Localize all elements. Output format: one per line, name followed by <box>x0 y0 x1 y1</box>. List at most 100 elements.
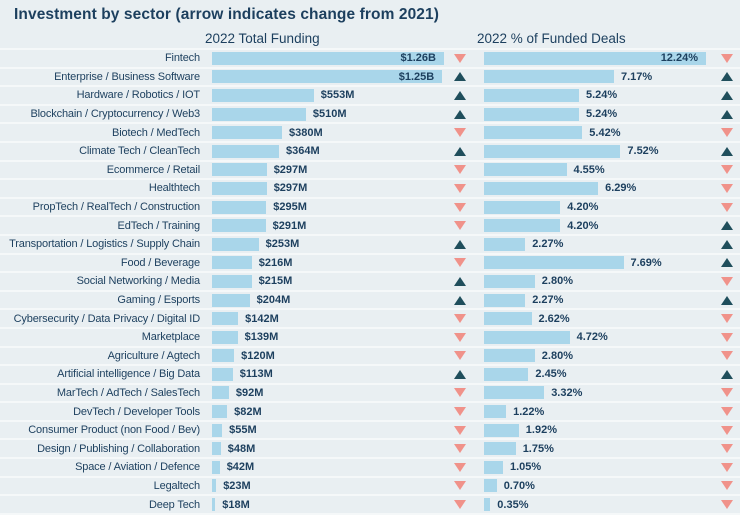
triangle-down <box>720 332 733 342</box>
funding-value: $380M <box>289 126 323 139</box>
triangle-down <box>454 444 466 454</box>
sector-label: Consumer Product (non Food / Bev) <box>28 424 200 437</box>
deals-value: 5.24% <box>586 89 618 102</box>
up-arrow-icon <box>445 146 475 156</box>
deals-value: 3.32% <box>551 386 583 399</box>
table-row: Cybersecurity / Data Privacy / Digital I… <box>0 310 740 329</box>
deals-value: 2.45% <box>535 368 567 381</box>
deals-bar <box>484 144 621 158</box>
deals-bar-cell: 2.27% <box>475 237 713 251</box>
deals-bar <box>484 237 526 251</box>
deals-value: 6.29% <box>605 182 637 195</box>
funding-value: $295M <box>273 201 307 214</box>
triangle-down <box>720 351 733 361</box>
triangle-down <box>454 500 466 510</box>
sector-label: Hardware / Robotics / IOT <box>76 89 201 102</box>
down-arrow-icon <box>445 407 475 417</box>
deals-bar-cell: 2.80% <box>475 274 713 288</box>
deals-value: 4.55% <box>573 163 605 176</box>
up-arrow-icon <box>713 258 740 268</box>
sector-label: Design / Publishing / Collaboration <box>37 442 200 455</box>
sector-label: Climate Tech / CleanTech <box>79 145 200 158</box>
funding-bar <box>212 386 229 400</box>
table-row: Fintech $1.26B 12.24% <box>0 50 740 69</box>
up-arrow-icon <box>713 239 740 249</box>
funding-bar-cell: $553M <box>207 88 445 102</box>
down-arrow-icon <box>445 165 475 175</box>
funding-bar <box>212 219 266 233</box>
sector-label: Fintech <box>164 52 200 65</box>
deals-value: 4.20% <box>567 201 599 214</box>
table-row: Legaltech $23M 0.70% <box>0 478 740 497</box>
down-arrow-icon <box>713 183 740 193</box>
deals-bar <box>484 200 561 214</box>
triangle-down <box>454 462 466 472</box>
deals-bar-cell: 5.42% <box>475 126 713 140</box>
deals-value: 1.92% <box>525 424 557 437</box>
deals-value: 7.52% <box>627 145 659 158</box>
funding-value: $510M <box>312 108 347 121</box>
triangle-down <box>454 258 466 268</box>
up-arrow-icon <box>445 72 475 82</box>
down-arrow-icon <box>445 258 475 268</box>
triangle-up <box>454 146 466 156</box>
funding-bar-cell: $1.26B <box>207 51 445 65</box>
down-arrow-icon <box>445 425 475 435</box>
triangle-up <box>720 146 733 156</box>
down-arrow-icon <box>445 351 475 361</box>
deals-value: 4.72% <box>576 331 608 344</box>
deals-bar-cell: 4.55% <box>475 163 713 177</box>
up-arrow-icon <box>713 72 740 82</box>
funding-bar <box>212 330 238 344</box>
funding-bar <box>212 442 221 456</box>
funding-bar <box>212 144 279 158</box>
deals-bar-cell: 5.24% <box>475 107 713 121</box>
triangle-down <box>720 425 733 435</box>
deals-bar <box>484 256 624 270</box>
funding-bar-cell: $1.25B <box>207 70 445 84</box>
triangle-up <box>454 295 466 305</box>
down-arrow-icon <box>713 276 740 286</box>
chart-title: Investment by sector (arrow indicates ch… <box>14 6 439 23</box>
funding-bar <box>212 367 233 381</box>
triangle-down <box>454 481 466 491</box>
up-arrow-icon <box>713 221 740 231</box>
down-arrow-icon <box>445 53 475 63</box>
sector-label: Cybersecurity / Data Privacy / Digital I… <box>13 312 201 325</box>
down-arrow-icon <box>713 500 740 510</box>
table-row: Healthtech $297M 6.29% <box>0 180 740 199</box>
deals-value: 5.42% <box>589 126 621 139</box>
sector-label: Food / Beverage <box>120 256 200 269</box>
up-arrow-icon <box>713 109 740 119</box>
funding-value: $42M <box>226 461 255 474</box>
deals-bar <box>484 479 497 493</box>
funding-bar <box>212 460 220 474</box>
triangle-down <box>720 183 733 193</box>
triangle-up <box>720 109 733 119</box>
deals-bar-cell: 2.27% <box>475 293 713 307</box>
down-arrow-icon <box>713 388 740 398</box>
deals-value: 12.24% <box>660 52 698 65</box>
triangle-down <box>720 388 733 398</box>
funding-bar <box>212 163 267 177</box>
up-arrow-icon <box>713 146 740 156</box>
table-row: Marketplace $139M 4.72% <box>0 329 740 348</box>
table-row: EdTech / Training $291M 4.20% <box>0 217 740 236</box>
down-arrow-icon <box>713 462 740 472</box>
deals-bar-cell: 7.52% <box>475 144 713 158</box>
deals-value: 4.20% <box>567 219 599 232</box>
funding-bar: $1.26B <box>212 51 444 65</box>
deals-value: 2.62% <box>538 312 570 325</box>
deals-bar <box>484 423 519 437</box>
table-row: Gaming / Esports $204M 2.27% <box>0 292 740 311</box>
down-arrow-icon <box>713 314 740 324</box>
triangle-up <box>720 258 733 268</box>
triangle-down <box>720 276 733 286</box>
triangle-down <box>454 425 466 435</box>
up-arrow-icon <box>445 109 475 119</box>
triangle-down <box>454 388 466 398</box>
deals-bar <box>484 88 579 102</box>
triangle-down <box>454 128 466 138</box>
deals-bar <box>484 460 503 474</box>
triangle-up <box>720 221 733 231</box>
